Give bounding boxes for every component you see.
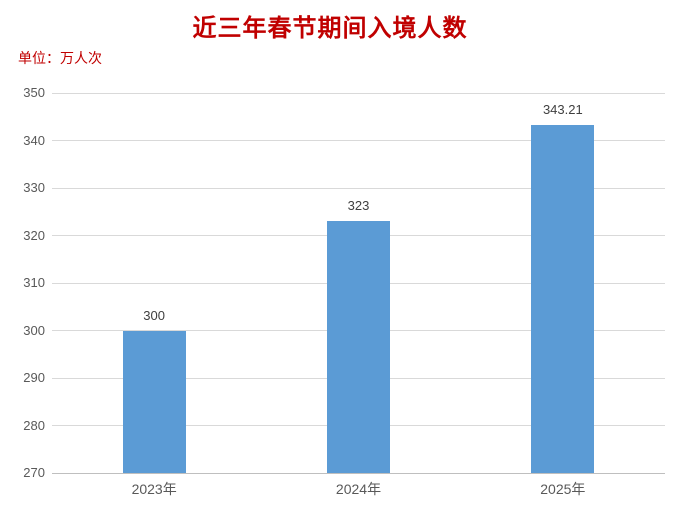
gridline bbox=[52, 187, 665, 189]
unit-label: 单位：万人次 bbox=[18, 50, 102, 66]
y-tick-label: 350 bbox=[23, 85, 45, 100]
y-tick-label: 270 bbox=[23, 465, 45, 480]
y-tick-label: 290 bbox=[23, 370, 45, 385]
bar-value-label: 343.21 bbox=[542, 102, 583, 118]
y-tick-label: 280 bbox=[23, 417, 45, 433]
gridline bbox=[52, 140, 665, 141]
y-tick-label: 320 bbox=[23, 227, 45, 243]
x-axis-line bbox=[52, 472, 665, 474]
y-tick-label: 340 bbox=[23, 132, 45, 148]
chart-title: 近三年春节期间入境人数 bbox=[192, 13, 468, 42]
x-tick-label: 2025年 bbox=[540, 481, 586, 497]
gridline bbox=[52, 92, 665, 94]
bar-value-label: 323 bbox=[347, 198, 370, 214]
y-tick-label: 330 bbox=[23, 180, 45, 195]
bar-value-label: 300 bbox=[143, 307, 165, 323]
x-tick-label: 2024年 bbox=[335, 481, 382, 497]
y-tick-label: 300 bbox=[23, 322, 45, 338]
x-tick-label: 2023年 bbox=[131, 481, 177, 497]
y-tick-label: 310 bbox=[23, 275, 45, 290]
bar bbox=[531, 125, 595, 473]
bar bbox=[122, 330, 186, 473]
bar bbox=[327, 221, 390, 473]
